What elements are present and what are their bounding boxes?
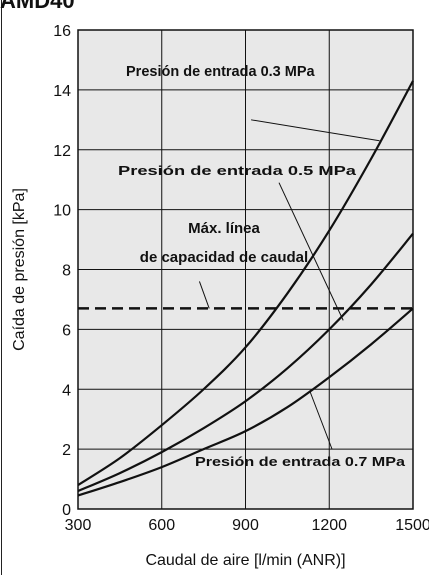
series-group	[77, 80, 414, 497]
max-capacity-label-line-2: de capacidad de caudal	[140, 249, 308, 266]
page-header: AMD40	[0, 0, 75, 13]
max-capacity-label-line-1: Máx. línea	[188, 220, 260, 237]
leader-line-1	[278, 182, 344, 321]
plot-border	[77, 29, 414, 510]
annotation-labels: Presión de entrada 0.3 MPa Presión de ent…	[118, 64, 406, 469]
leader-line-2	[309, 390, 333, 450]
y-tick-label: 14	[53, 83, 71, 100]
y-axis-title: Caída de presión [kPa]	[11, 188, 28, 351]
x-tick-label: 900	[232, 517, 259, 534]
series-label-1: Presión de entrada 0.5 MPa	[118, 163, 357, 178]
y-tick-label: 10	[53, 203, 71, 220]
x-tick-label: 600	[148, 517, 175, 534]
y-tick-label: 6	[62, 322, 71, 339]
y-tick-label: 8	[62, 263, 71, 280]
y-tick-label: 0	[62, 502, 71, 519]
series-label-0: Presión de entrada 0.3 MPa	[126, 64, 316, 80]
series-line-1	[77, 232, 414, 493]
leader-line-0	[251, 119, 380, 142]
tick-labels: 300 600 900 1200 1500 0 2 4 6 8 10 12 14 16	[53, 23, 429, 534]
x-axis-title: Caudal de aire [l/min (ANR)]	[145, 552, 345, 569]
series-line-2	[77, 307, 414, 497]
y-tick-label: 12	[53, 143, 71, 160]
y-tick-label: 4	[62, 382, 71, 399]
x-tick-label: 1500	[395, 517, 429, 534]
x-tick-label: 1200	[311, 517, 347, 534]
x-tick-label: 300	[65, 517, 92, 534]
leader-lines	[198, 119, 380, 450]
series-line-0	[77, 80, 414, 486]
y-tick-label: 16	[53, 23, 71, 40]
page-frame-line	[1, 0, 2, 575]
series-label-2: Presión de entrada 0.7 MPa	[195, 454, 406, 469]
leader-line-3	[198, 281, 210, 309]
y-tick-label: 2	[62, 442, 71, 459]
